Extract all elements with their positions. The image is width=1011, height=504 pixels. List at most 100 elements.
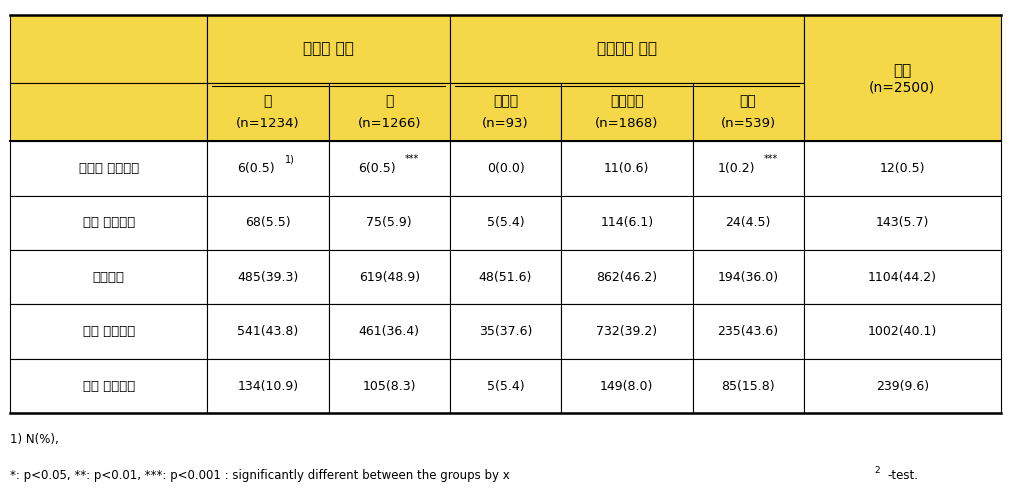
FancyBboxPatch shape: [207, 15, 450, 83]
FancyBboxPatch shape: [207, 83, 329, 141]
Text: 6(0.5): 6(0.5): [358, 162, 396, 175]
Text: 1): 1): [285, 154, 295, 164]
Text: 732(39.2): 732(39.2): [596, 325, 657, 338]
Text: (n=1234): (n=1234): [237, 117, 299, 130]
Text: (n=1868): (n=1868): [595, 117, 658, 130]
FancyBboxPatch shape: [10, 83, 207, 141]
Text: 여전히 배고프다: 여전히 배고프다: [79, 162, 139, 175]
FancyBboxPatch shape: [329, 250, 450, 304]
FancyBboxPatch shape: [450, 141, 561, 196]
Text: 남: 남: [264, 94, 272, 108]
Text: 541(43.8): 541(43.8): [238, 325, 298, 338]
FancyBboxPatch shape: [329, 359, 450, 413]
FancyBboxPatch shape: [693, 304, 804, 359]
Text: 134(10.9): 134(10.9): [238, 380, 298, 393]
FancyBboxPatch shape: [329, 83, 450, 141]
Text: -test.: -test.: [888, 469, 919, 482]
FancyBboxPatch shape: [207, 359, 329, 413]
FancyBboxPatch shape: [10, 359, 207, 413]
Text: (n=539): (n=539): [721, 117, 775, 130]
FancyBboxPatch shape: [804, 359, 1001, 413]
FancyBboxPatch shape: [450, 15, 804, 83]
FancyBboxPatch shape: [693, 83, 804, 141]
Text: 저체중: 저체중: [493, 94, 518, 108]
Text: ***: ***: [763, 154, 777, 164]
Text: 194(36.0): 194(36.0): [718, 271, 778, 284]
Text: 11(0.6): 11(0.6): [605, 162, 649, 175]
Text: 75(5.9): 75(5.9): [366, 216, 412, 229]
Text: 5(5.4): 5(5.4): [486, 216, 525, 229]
Text: 35(37.6): 35(37.6): [479, 325, 532, 338]
Text: 비만도에 따라: 비만도에 따라: [596, 42, 657, 56]
Text: 여: 여: [385, 94, 393, 108]
Text: 235(43.6): 235(43.6): [718, 325, 778, 338]
FancyBboxPatch shape: [329, 196, 450, 250]
Text: 239(9.6): 239(9.6): [876, 380, 929, 393]
Text: 24(4.5): 24(4.5): [726, 216, 770, 229]
FancyBboxPatch shape: [10, 250, 207, 304]
Text: 1002(40.1): 1002(40.1): [867, 325, 937, 338]
FancyBboxPatch shape: [10, 196, 207, 250]
Text: 485(39.3): 485(39.3): [238, 271, 298, 284]
FancyBboxPatch shape: [561, 250, 693, 304]
Text: 약간 배고프다: 약간 배고프다: [83, 216, 134, 229]
FancyBboxPatch shape: [693, 250, 804, 304]
Text: 461(36.4): 461(36.4): [359, 325, 420, 338]
Text: 1(0.2): 1(0.2): [717, 162, 755, 175]
FancyBboxPatch shape: [450, 250, 561, 304]
Text: (n=1266): (n=1266): [358, 117, 421, 130]
Text: 매우 배부르다: 매우 배부르다: [83, 380, 134, 393]
FancyBboxPatch shape: [450, 196, 561, 250]
Text: 2: 2: [875, 466, 881, 475]
FancyBboxPatch shape: [804, 250, 1001, 304]
Text: 비만: 비만: [740, 94, 756, 108]
FancyBboxPatch shape: [207, 141, 329, 196]
Text: 전체: 전체: [893, 63, 912, 78]
FancyBboxPatch shape: [10, 15, 207, 83]
FancyBboxPatch shape: [450, 359, 561, 413]
FancyBboxPatch shape: [693, 359, 804, 413]
Text: 105(8.3): 105(8.3): [363, 380, 416, 393]
FancyBboxPatch shape: [804, 196, 1001, 250]
FancyBboxPatch shape: [207, 304, 329, 359]
Text: (n=2500): (n=2500): [869, 80, 935, 94]
Text: 48(51.6): 48(51.6): [479, 271, 532, 284]
FancyBboxPatch shape: [693, 196, 804, 250]
FancyBboxPatch shape: [450, 304, 561, 359]
FancyBboxPatch shape: [804, 304, 1001, 359]
Text: 1) N(%),: 1) N(%),: [10, 433, 59, 447]
Text: 114(6.1): 114(6.1): [601, 216, 653, 229]
FancyBboxPatch shape: [207, 196, 329, 250]
Text: 85(15.8): 85(15.8): [721, 380, 775, 393]
FancyBboxPatch shape: [207, 250, 329, 304]
Text: 적당하다: 적당하다: [93, 271, 124, 284]
FancyBboxPatch shape: [561, 196, 693, 250]
Text: 1104(44.2): 1104(44.2): [867, 271, 937, 284]
Text: 862(46.2): 862(46.2): [596, 271, 657, 284]
FancyBboxPatch shape: [561, 83, 693, 141]
FancyBboxPatch shape: [450, 83, 561, 141]
Text: (n=93): (n=93): [482, 117, 529, 130]
FancyBboxPatch shape: [804, 141, 1001, 196]
FancyBboxPatch shape: [10, 304, 207, 359]
FancyBboxPatch shape: [561, 304, 693, 359]
Text: ***: ***: [404, 154, 419, 164]
Text: 6(0.5): 6(0.5): [237, 162, 275, 175]
FancyBboxPatch shape: [561, 359, 693, 413]
Text: 619(48.9): 619(48.9): [359, 271, 420, 284]
FancyBboxPatch shape: [329, 304, 450, 359]
Text: 정상체중: 정상체중: [610, 94, 644, 108]
Text: 약간 배부르다: 약간 배부르다: [83, 325, 134, 338]
Text: 149(8.0): 149(8.0): [601, 380, 653, 393]
FancyBboxPatch shape: [10, 141, 207, 196]
Text: 68(5.5): 68(5.5): [245, 216, 291, 229]
FancyBboxPatch shape: [693, 141, 804, 196]
Text: 5(5.4): 5(5.4): [486, 380, 525, 393]
Text: 143(5.7): 143(5.7): [876, 216, 929, 229]
FancyBboxPatch shape: [329, 141, 450, 196]
Text: 12(0.5): 12(0.5): [880, 162, 925, 175]
Text: 성별에 따라: 성별에 따라: [303, 42, 354, 56]
Text: *: p<0.05, **: p<0.01, ***: p<0.001 : significantly different between the groups: *: p<0.05, **: p<0.01, ***: p<0.001 : si…: [10, 469, 510, 482]
Text: 0(0.0): 0(0.0): [486, 162, 525, 175]
FancyBboxPatch shape: [804, 15, 1001, 141]
